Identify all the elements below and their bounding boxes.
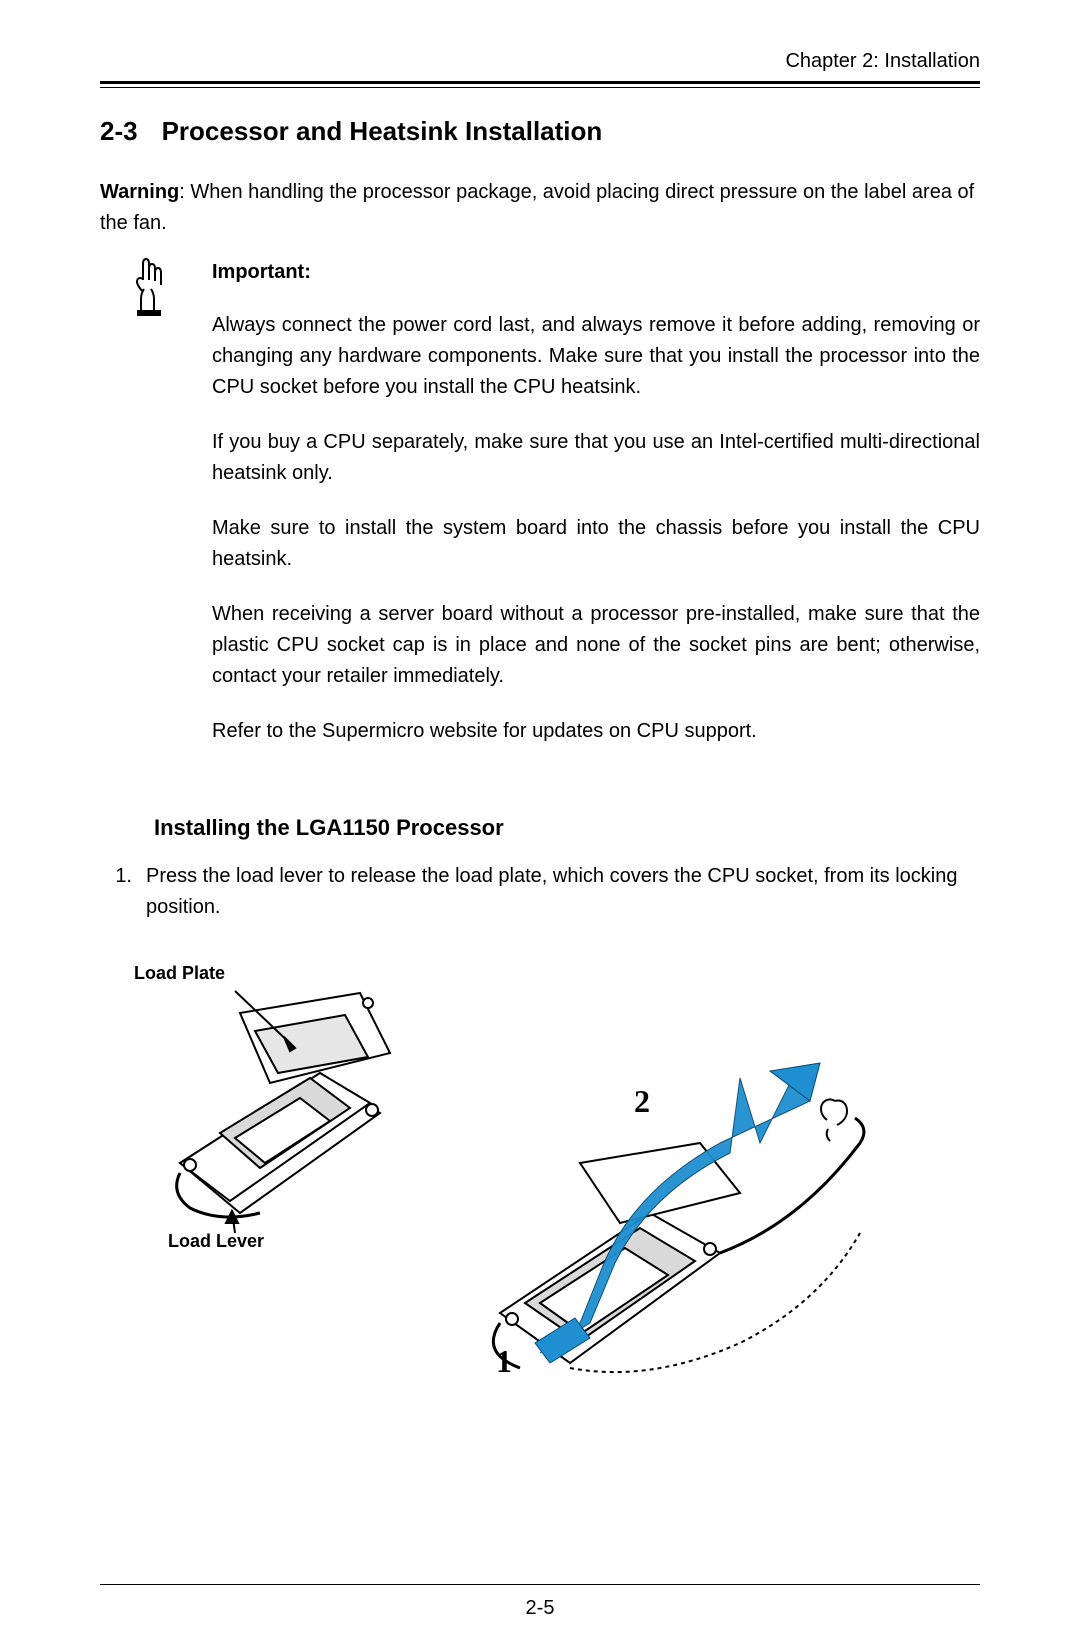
important-block: Important: Always connect the power cord… bbox=[100, 255, 980, 771]
hand-icon bbox=[100, 255, 184, 771]
important-para-2: If you buy a CPU separately, make sure t… bbox=[212, 427, 980, 489]
step-1-text: Press the load lever to release the load… bbox=[146, 861, 980, 923]
warning-paragraph: Warning: When handling the processor pac… bbox=[100, 177, 980, 239]
diagram-number-2: 2 bbox=[634, 1083, 650, 1120]
section-number: 2-3 bbox=[100, 116, 138, 146]
important-label: Important: bbox=[212, 261, 980, 284]
section-title: 2-3 Processor and Heatsink Installation bbox=[100, 116, 980, 147]
important-para-4: When receiving a server board without a … bbox=[212, 599, 980, 692]
page-number: 2-5 bbox=[100, 1584, 980, 1620]
diagram-number-1: 1 bbox=[496, 1343, 512, 1380]
subsection-title: Installing the LGA1150 Processor bbox=[154, 815, 980, 841]
chapter-header: Chapter 2: Installation bbox=[100, 50, 980, 73]
important-para-3: Make sure to install the system board in… bbox=[212, 513, 980, 575]
important-text-block: Important: Always connect the power cord… bbox=[212, 255, 980, 771]
section-title-text: Processor and Heatsink Installation bbox=[162, 116, 603, 146]
step-1-number: 1. bbox=[100, 861, 146, 923]
warning-text: : When handling the processor package, a… bbox=[100, 181, 974, 234]
important-para-1: Always connect the power cord last, and … bbox=[212, 310, 980, 403]
socket-closed-diagram bbox=[120, 953, 420, 1253]
page: Chapter 2: Installation 2-3 Processor and… bbox=[0, 0, 1080, 1650]
page-footer: 2-5 bbox=[100, 1574, 980, 1620]
socket-open-diagram bbox=[440, 1023, 920, 1403]
warning-label: Warning bbox=[100, 181, 179, 203]
important-para-5: Refer to the Supermicro website for upda… bbox=[212, 716, 980, 747]
header-rule bbox=[100, 81, 980, 88]
diagram-area: Load Plate Load Lever bbox=[100, 963, 980, 1393]
step-1: 1. Press the load lever to release the l… bbox=[100, 861, 980, 923]
